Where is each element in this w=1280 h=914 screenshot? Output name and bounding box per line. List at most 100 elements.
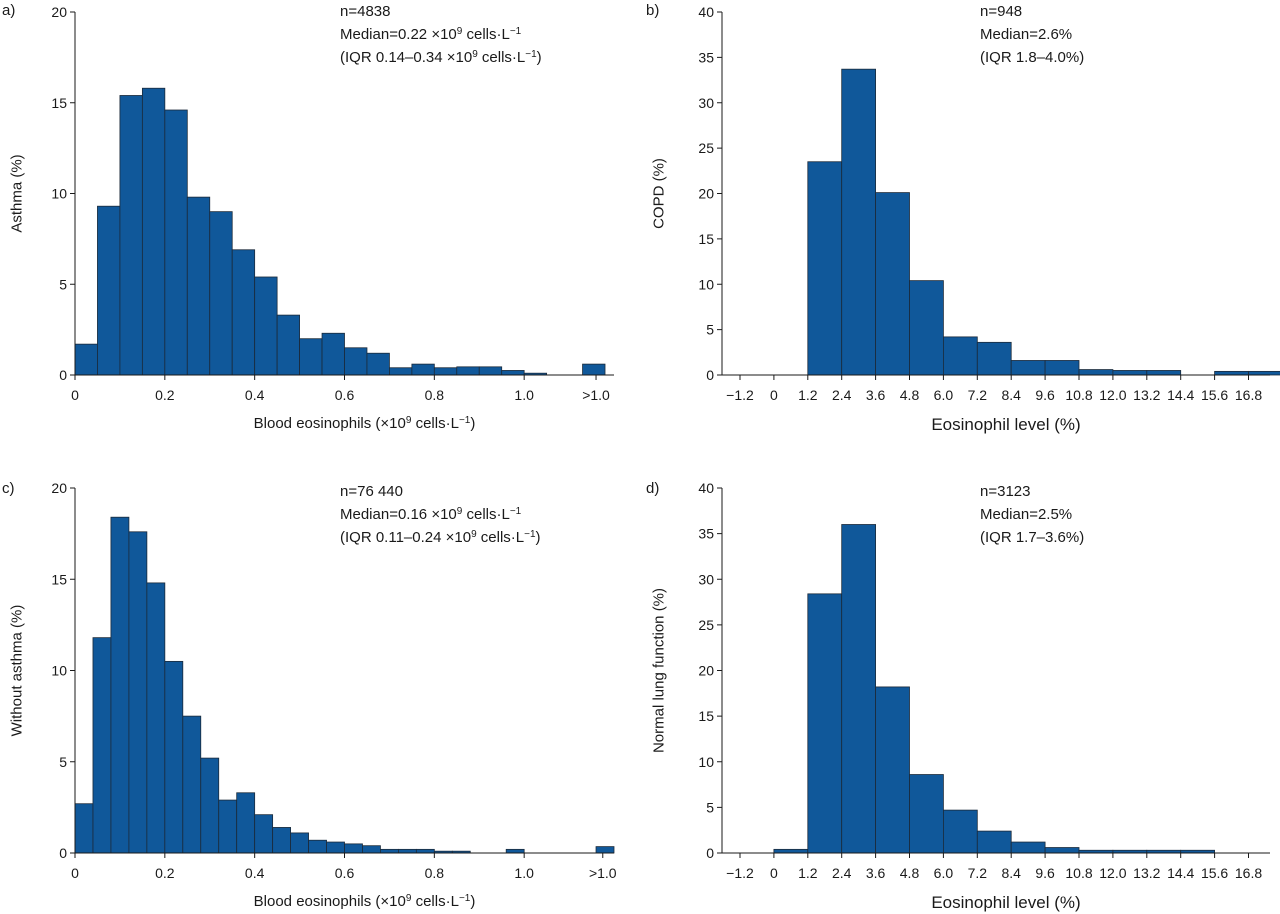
bar [456, 366, 480, 376]
y-tick-label: 40 [698, 480, 714, 496]
x-tick-label: −1.2 [726, 387, 754, 403]
x-tick-label: 13.2 [1133, 865, 1160, 881]
stats-annotation: n=4838 Median=0.22 ×109 cells·L−1 (IQR 0.1… [340, 3, 542, 66]
y-axis-title: Normal lung function (%) [650, 588, 667, 753]
bar [1010, 841, 1046, 854]
x-tick-label: 3.6 [866, 387, 886, 403]
bar [164, 109, 188, 376]
bar [164, 660, 184, 854]
bar [276, 314, 300, 376]
bar [1248, 370, 1280, 376]
y-axis-ticks: 0 5 10 15 20 25 30 35 40 [698, 4, 722, 383]
y-tick-label: 35 [698, 526, 714, 542]
annotation-line: (IQR 0.14–0.34 ×109 cells·L−1) [340, 49, 542, 67]
y-tick-label: 15 [51, 95, 67, 111]
bar [1044, 847, 1080, 854]
x-tick-label: 10.8 [1065, 387, 1092, 403]
x-tick-label: 1.2 [798, 387, 818, 403]
x-tick-label: 14.4 [1167, 387, 1194, 403]
x-tick-label: 1.0 [514, 865, 534, 881]
bar [943, 809, 978, 854]
x-tick-label: 10.8 [1065, 865, 1092, 881]
stats-annotation: n=948 Median=2.6% (IQR 1.8–4.0%) [980, 3, 1084, 66]
x-tick-label: 1.2 [798, 865, 818, 881]
annotation-line: Median=2.6% [980, 26, 1072, 43]
bar [119, 95, 143, 376]
bar [321, 332, 345, 376]
x-tick-label: 0.2 [155, 865, 175, 881]
bar [74, 343, 98, 376]
x-tick-label: 0.2 [155, 387, 175, 403]
annotation-line: n=3123 [980, 483, 1030, 500]
annotation-line: Median=0.16 ×109 cells·L−1 [340, 506, 522, 524]
chart-panel-d: d) −1.2 0 1.2 2.4 3.6 4.8 6.0 7.2 8.4 9.6 10.8 12.0 1… [646, 480, 1270, 912]
x-axis-ticks: −1.2 0 1.2 2.4 3.6 4.8 6.0 7.2 8.4 9.6 10.8 12.0 13.… [726, 853, 1262, 881]
bar [299, 338, 323, 376]
y-tick-label: 5 [59, 754, 67, 770]
bar [254, 276, 278, 376]
y-tick-label: 20 [51, 480, 67, 496]
x-tick-label: 12.0 [1099, 865, 1126, 881]
x-tick-label: 0.4 [245, 865, 265, 881]
panel-label: b) [646, 2, 659, 19]
y-axis-title: COPD (%) [650, 158, 667, 229]
y-tick-label: 20 [698, 186, 714, 202]
bar [505, 848, 525, 854]
x-tick-label: 12.0 [1099, 387, 1126, 403]
x-axis-title: Eosinophil level (%) [931, 893, 1080, 912]
bar [74, 803, 94, 854]
x-tick-label: 2.4 [832, 865, 852, 881]
bar [478, 366, 503, 376]
bar [200, 757, 220, 854]
annotation-line: (IQR 0.11–0.24 ×109 cells·L−1) [340, 529, 541, 547]
bar [128, 531, 148, 854]
bar [254, 814, 274, 854]
bar-overflow [582, 363, 606, 376]
x-axis-ticks: 0 0.2 0.4 0.6 0.8 1.0 >1.0 [71, 853, 617, 881]
y-tick-label: 35 [698, 49, 714, 65]
bar [209, 211, 233, 376]
bar [841, 524, 877, 854]
bar-overflow [595, 846, 615, 854]
x-tick-label: 0 [770, 387, 778, 403]
y-axis-ticks: 0 5 10 15 20 [51, 480, 75, 861]
y-tick-label: 20 [51, 4, 67, 20]
bar [875, 686, 910, 854]
x-tick-label: 3.6 [866, 865, 886, 881]
y-tick-label: 5 [706, 799, 714, 815]
y-tick-label: 15 [698, 708, 714, 724]
bar [186, 196, 211, 376]
bar [366, 352, 390, 376]
x-tick-label: 7.2 [968, 387, 988, 403]
x-tick-label: 13.2 [1133, 387, 1160, 403]
x-tick-label: −1.2 [726, 865, 754, 881]
stats-annotation: n=3123 Median=2.5% (IQR 1.7–3.6%) [980, 483, 1084, 546]
bar [110, 516, 130, 854]
bar-series [74, 87, 606, 376]
x-axis-title: Blood eosinophils (×109 cells·L−1) [254, 415, 476, 433]
annotation-line: Median=2.5% [980, 506, 1072, 523]
bar [326, 841, 345, 854]
x-tick-label: 15.6 [1201, 865, 1228, 881]
bar [909, 280, 944, 376]
x-tick-label: 0.6 [335, 865, 355, 881]
y-tick-label: 20 [698, 663, 714, 679]
bar [411, 363, 435, 376]
annotation-line: (IQR 1.7–3.6%) [980, 529, 1084, 546]
x-tick-label: 0.4 [245, 387, 265, 403]
bar [501, 370, 525, 376]
y-tick-label: 0 [59, 845, 67, 861]
y-tick-label: 0 [706, 845, 714, 861]
y-tick-label: 10 [51, 663, 67, 679]
annotation-line: n=948 [980, 3, 1022, 20]
bar [1146, 370, 1182, 376]
bar [218, 799, 238, 854]
bar [773, 848, 809, 854]
bar [146, 582, 166, 854]
x-tick-label: 0.8 [425, 387, 445, 403]
x-axis-ticks: −1.2 0 1.2 2.4 3.6 4.8 6.0 7.2 8.4 9.6 10.8 12.0 13.… [726, 375, 1262, 403]
panel-label: c) [2, 480, 15, 497]
bar [290, 832, 309, 854]
x-tick-label: >1.0 [582, 387, 610, 403]
